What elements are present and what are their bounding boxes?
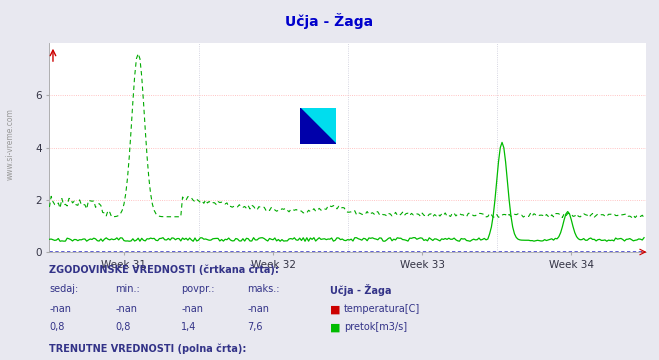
Text: maks.:: maks.: — [247, 284, 279, 294]
Text: min.:: min.: — [115, 284, 140, 294]
Text: ZGODOVINSKE VREDNOSTI (črtkana črta):: ZGODOVINSKE VREDNOSTI (črtkana črta): — [49, 265, 279, 275]
Text: pretok[m3/s]: pretok[m3/s] — [344, 322, 407, 332]
Text: ■: ■ — [330, 304, 340, 314]
Text: -nan: -nan — [181, 304, 203, 314]
Text: Učja - Žaga: Učja - Žaga — [285, 13, 374, 28]
Text: 0,8: 0,8 — [49, 322, 65, 332]
Text: -nan: -nan — [49, 304, 71, 314]
Text: ■: ■ — [330, 322, 340, 332]
Text: -nan: -nan — [247, 304, 269, 314]
Text: povpr.:: povpr.: — [181, 284, 215, 294]
Text: 0,8: 0,8 — [115, 322, 130, 332]
Text: TRENUTNE VREDNOSTI (polna črta):: TRENUTNE VREDNOSTI (polna črta): — [49, 343, 247, 354]
Text: temperatura[C]: temperatura[C] — [344, 304, 420, 314]
Text: sedaj:: sedaj: — [49, 284, 78, 294]
Polygon shape — [300, 108, 336, 144]
Polygon shape — [300, 108, 336, 144]
Text: Učja - Žaga: Učja - Žaga — [330, 284, 391, 296]
Text: 7,6: 7,6 — [247, 322, 263, 332]
Text: -nan: -nan — [115, 304, 137, 314]
Text: www.si-vreme.com: www.si-vreme.com — [5, 108, 14, 180]
Text: 1,4: 1,4 — [181, 322, 196, 332]
